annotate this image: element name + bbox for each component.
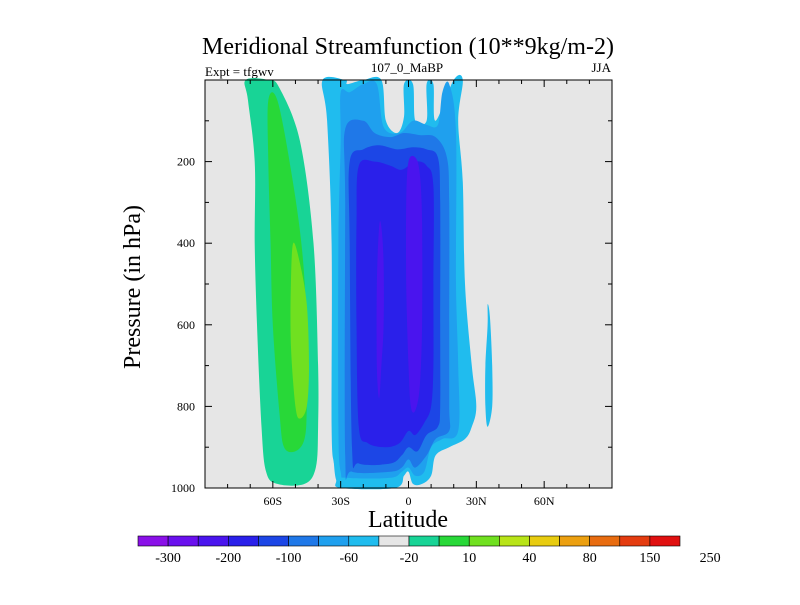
colorbar-swatch: [559, 535, 590, 547]
colorbar-label: -20: [400, 551, 419, 566]
colorbar-label: -300: [155, 551, 181, 566]
contour-region-tropical-cell-300b: [376, 220, 384, 399]
colorbar-swatch: [619, 535, 651, 547]
y-tick-label: 800: [177, 399, 195, 413]
contour-regions: [244, 74, 493, 490]
colorbar-swatch: [348, 535, 380, 547]
x-tick-label: 0: [406, 494, 412, 508]
chart-title: Meridional Streamfunction (10**9kg/m-2): [202, 34, 614, 60]
colorbar-label: 10: [462, 551, 476, 566]
contour-region-sh-positive-max: [290, 242, 309, 419]
colorbar-swatch: [197, 535, 229, 547]
contour-region-tropical-cell-300c: [412, 270, 418, 350]
x-tick-label: 60S: [263, 494, 282, 508]
colorbar-swatch: [468, 535, 500, 547]
y-axis-label: Pressure (in hPa): [120, 205, 146, 369]
colorbar: -300 -200 -100 -60 -20 10 40 80 150 250: [137, 535, 721, 566]
axis-ticks: 60S 30S 0 30N 60N 200 400 600 800 1000: [171, 80, 612, 508]
y-tick-label: 1000: [171, 481, 195, 495]
colorbar-swatch: [438, 535, 470, 547]
colorbar-label: -200: [215, 551, 241, 566]
right-label: JJA: [591, 60, 611, 75]
contour-region-nh-small-cell: [485, 304, 493, 427]
colorbar-label: -100: [276, 551, 302, 566]
center-label: 107_0_MaBP: [371, 60, 443, 75]
colorbar-swatch: [258, 535, 289, 547]
colorbar-swatch: [318, 535, 350, 547]
colorbar-swatch: [589, 535, 621, 547]
x-tick-label: 30S: [331, 494, 350, 508]
y-tick-label: 400: [177, 236, 195, 250]
colorbar-swatch: [137, 535, 169, 547]
colorbar-swatch: [378, 535, 410, 547]
left-label: Expt = tfgwv: [205, 64, 274, 79]
colorbar-label: 150: [639, 551, 660, 566]
colorbar-label: 80: [583, 551, 597, 566]
x-axis-label: Latitude: [368, 507, 448, 533]
colorbar-swatch: [228, 535, 259, 547]
x-tick-label: 30N: [466, 494, 487, 508]
colorbar-swatch: [529, 535, 560, 547]
colorbar-swatch: [499, 535, 530, 547]
colorbar-label: 250: [700, 551, 721, 566]
colorbar-label: -60: [339, 551, 358, 566]
x-tick-label: 60N: [534, 494, 555, 508]
y-tick-label: 600: [177, 318, 195, 332]
colorbar-label: 40: [522, 551, 536, 566]
colorbar-swatch: [649, 535, 681, 547]
colorbar-swatch: [167, 535, 199, 547]
colorbar-swatch: [288, 535, 319, 547]
colorbar-swatch: [408, 535, 440, 547]
contour-region-tropical-cell-300a: [405, 155, 423, 413]
y-tick-label: 200: [177, 155, 195, 169]
